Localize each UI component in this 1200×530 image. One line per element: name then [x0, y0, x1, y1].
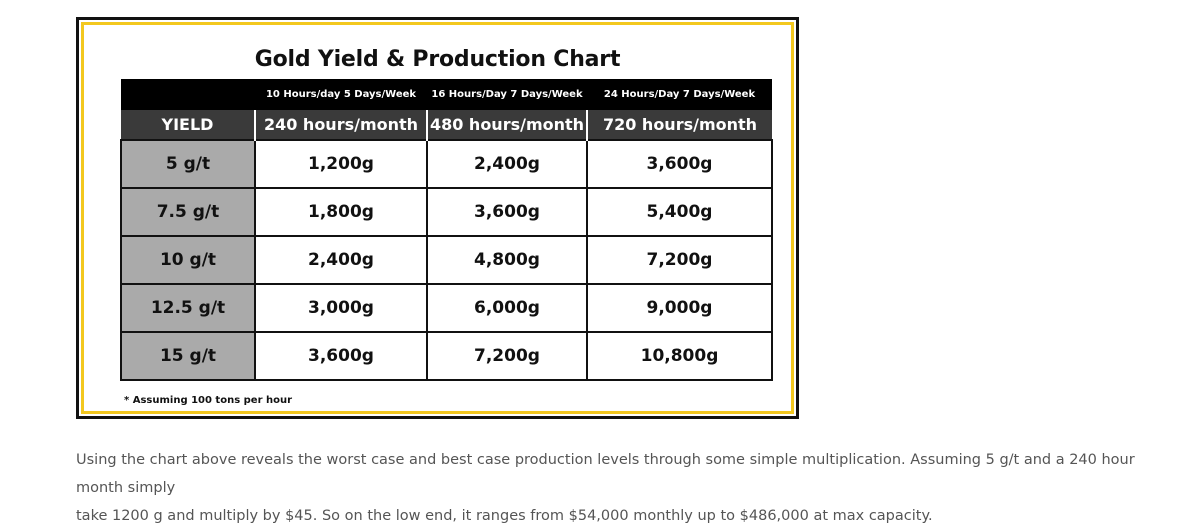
- chart-gold-border: Gold Yield & Production Chart 10 Hours/d…: [81, 22, 794, 414]
- production-cell: 3,600g: [426, 187, 588, 237]
- yield-cell: 12.5 g/t: [120, 283, 256, 333]
- table-row: 10 g/t 2,400g 4,800g 7,200g: [120, 235, 773, 285]
- table-row: 7.5 g/t 1,800g 3,600g 5,400g: [120, 187, 773, 237]
- production-cell: 7,200g: [586, 235, 773, 285]
- yield-cell: 10 g/t: [120, 235, 256, 285]
- production-cell: 9,000g: [586, 283, 773, 333]
- yield-column-header: YIELD: [121, 110, 255, 140]
- schedule-header-empty: [121, 79, 255, 110]
- yield-cell: 7.5 g/t: [120, 187, 256, 237]
- description-paragraph: Using the chart above reveals the worst …: [76, 446, 1186, 530]
- description-line: Using the chart above reveals the worst …: [76, 452, 1135, 496]
- production-cell: 1,200g: [254, 139, 428, 189]
- production-cell: 7,200g: [426, 331, 588, 381]
- yield-production-table: 10 Hours/day 5 Days/Week 16 Hours/Day 7 …: [120, 79, 773, 381]
- hours-header: 480 hours/month: [426, 110, 587, 140]
- chart-title: Gold Yield & Production Chart: [254, 47, 621, 72]
- description-line: take 1200 g and multiply by $45. So on t…: [76, 508, 933, 524]
- production-cell: 5,400g: [586, 187, 773, 237]
- schedule-header-row: 10 Hours/day 5 Days/Week 16 Hours/Day 7 …: [121, 79, 772, 110]
- yield-cell: 15 g/t: [120, 331, 256, 381]
- schedule-header: 24 Hours/Day 7 Days/Week: [587, 79, 772, 110]
- table-row: 5 g/t 1,200g 2,400g 3,600g: [120, 139, 773, 189]
- chart-image-frame: Gold Yield & Production Chart 10 Hours/d…: [76, 17, 799, 419]
- production-cell: 3,600g: [254, 331, 428, 381]
- production-cell: 3,600g: [586, 139, 773, 189]
- yield-cell: 5 g/t: [120, 139, 256, 189]
- production-cell: 2,400g: [426, 139, 588, 189]
- table-row: 15 g/t 3,600g 7,200g 10,800g: [120, 331, 773, 381]
- production-cell: 1,800g: [254, 187, 428, 237]
- hours-header: 240 hours/month: [254, 110, 427, 140]
- production-cell: 4,800g: [426, 235, 588, 285]
- production-cell: 3,000g: [254, 283, 428, 333]
- production-cell: 10,800g: [586, 331, 773, 381]
- production-cell: 6,000g: [426, 283, 588, 333]
- table-row: 12.5 g/t 3,000g 6,000g 9,000g: [120, 283, 773, 333]
- schedule-header: 10 Hours/day 5 Days/Week: [255, 79, 427, 110]
- chart-footnote: * Assuming 100 tons per hour: [124, 395, 293, 406]
- hours-header-row: YIELD 240 hours/month 480 hours/month 72…: [121, 110, 772, 140]
- hours-header: 720 hours/month: [586, 110, 772, 140]
- production-cell: 2,400g: [254, 235, 428, 285]
- schedule-header: 16 Hours/Day 7 Days/Week: [427, 79, 587, 110]
